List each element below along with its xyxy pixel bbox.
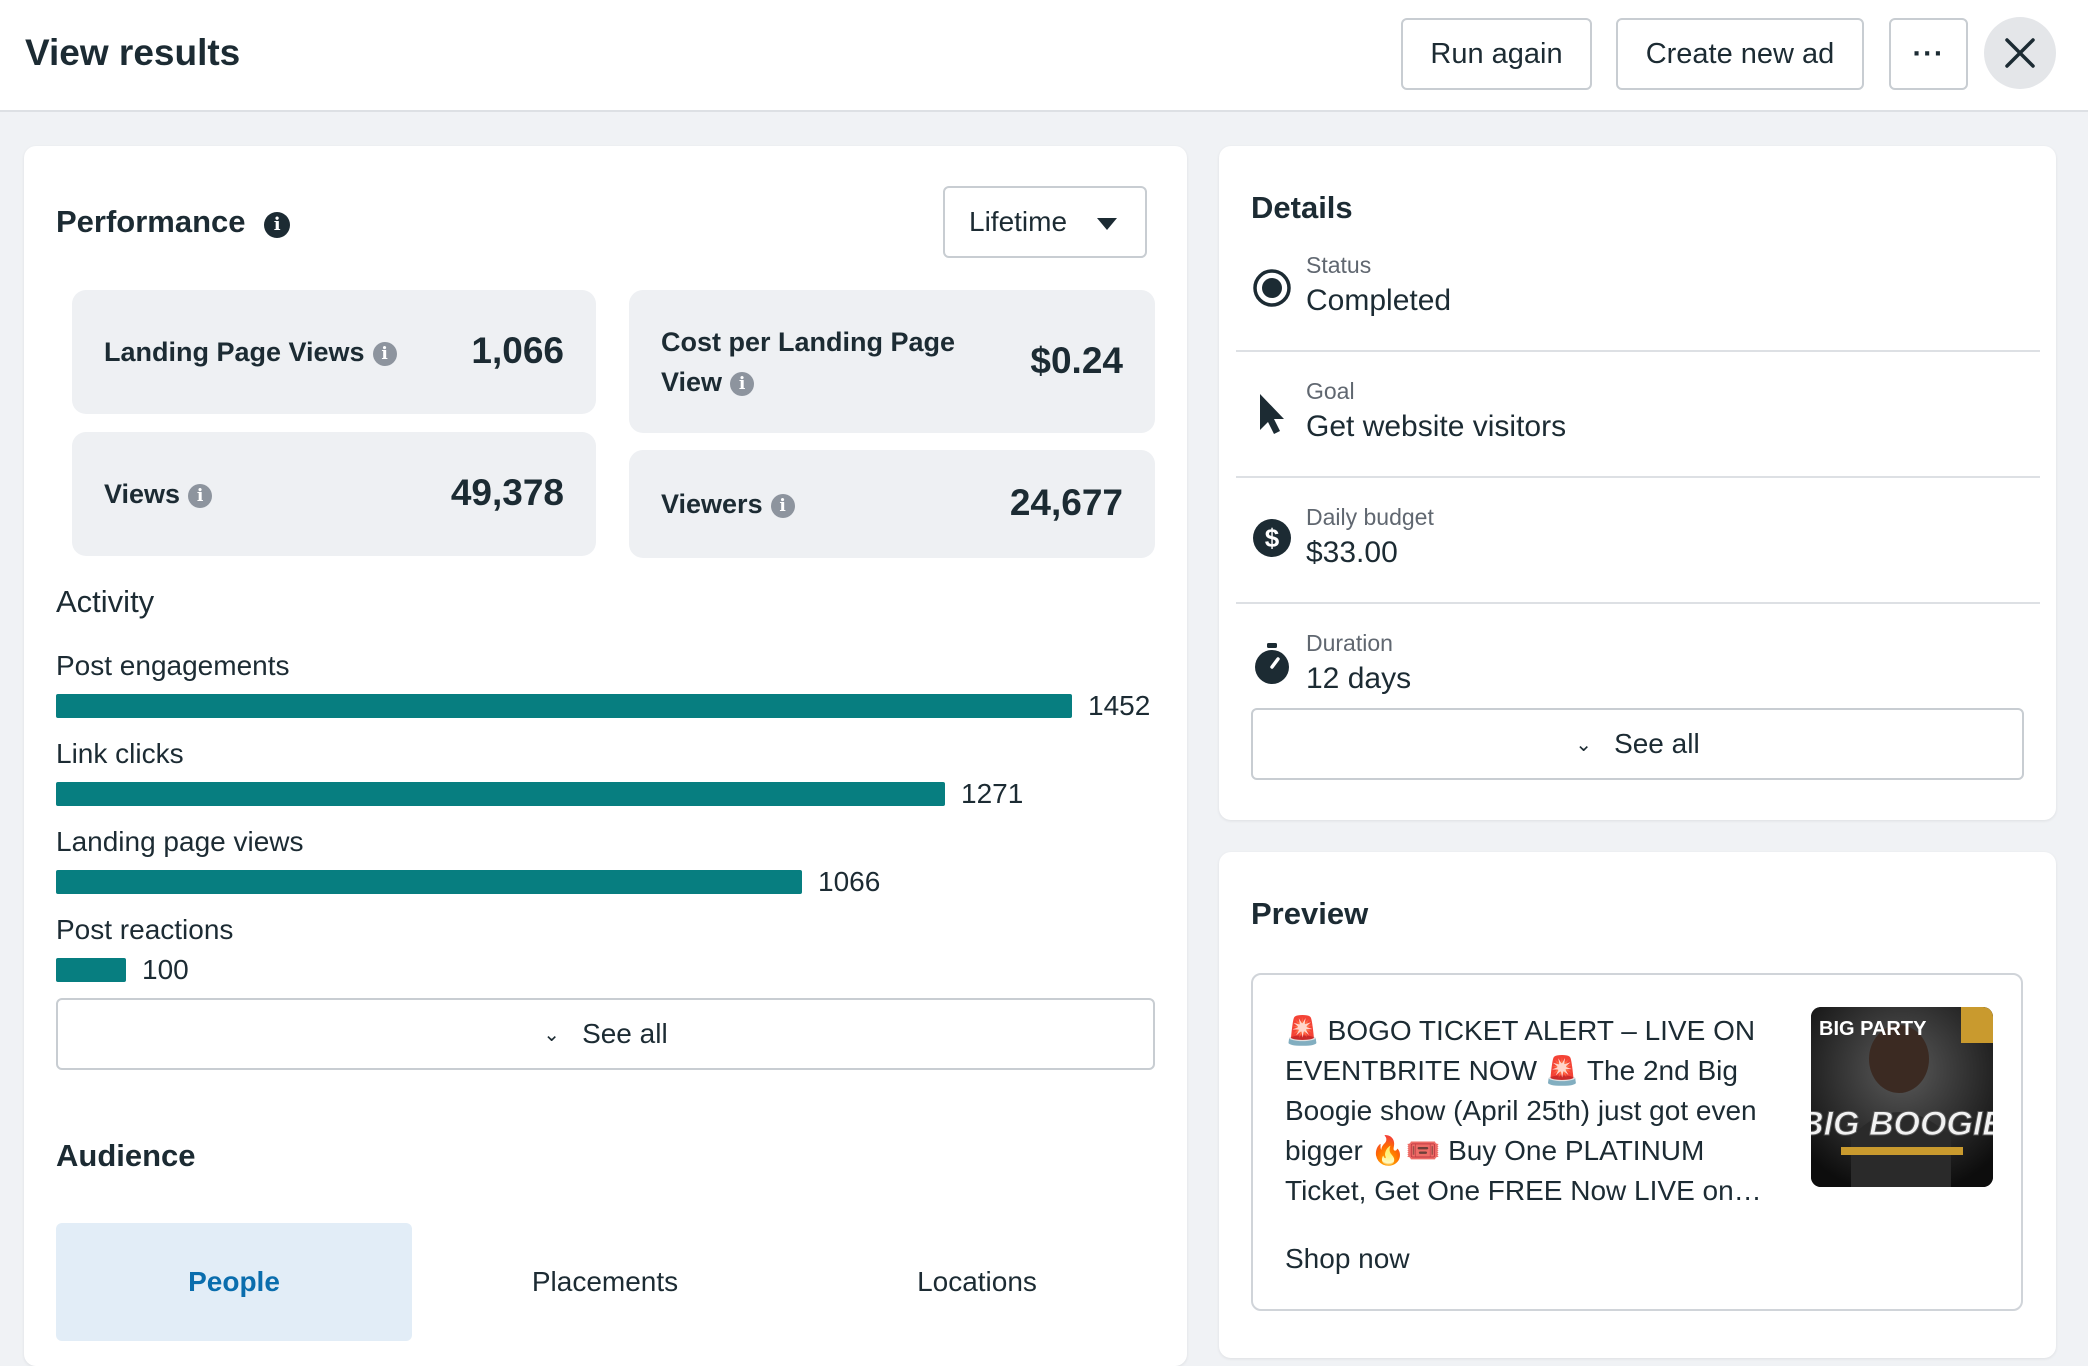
detail-goal: Goal Get website visitors [1236, 372, 2040, 476]
detail-daily-budget: $ Daily budget $33.00 [1236, 498, 2040, 602]
activity-bar [56, 958, 126, 982]
info-icon[interactable]: i [730, 371, 755, 396]
activity-bar [56, 870, 802, 894]
activity-label: Post engagements [56, 650, 290, 681]
top-bar: View results Run again Create new ad ··· [0, 0, 2088, 112]
details-card [1219, 146, 2056, 820]
shop-now-cta[interactable]: Shop now [1285, 1243, 1410, 1274]
metric-value: 49,378 [450, 472, 564, 513]
activity-title: Activity [56, 584, 155, 619]
create-new-ad-button[interactable]: Create new ad [1616, 18, 1864, 90]
close-icon [2005, 38, 2035, 68]
preview-title: Preview [1251, 896, 1369, 931]
activity-label: Landing page views [56, 826, 304, 857]
run-again-button[interactable]: Run again [1401, 18, 1592, 90]
metric-landing-page-views: Landing Page Views i 1,066 [72, 290, 596, 414]
caret-down-icon [1097, 218, 1117, 230]
detail-duration: Duration 12 days [1236, 624, 2040, 714]
divider [1236, 476, 2040, 478]
close-button[interactable] [1984, 17, 2056, 89]
activity-value: 1452 [1088, 690, 1151, 721]
metric-value: 24,677 [1009, 482, 1123, 523]
activity-bar [56, 782, 945, 806]
tab-locations[interactable]: Locations [917, 1266, 1037, 1297]
chevron-down-icon: ⌄ [543, 1023, 561, 1046]
activity-value: 1271 [961, 778, 1024, 809]
audience-title: Audience [56, 1138, 196, 1173]
info-icon[interactable]: i [264, 212, 291, 238]
ad-primary-text: 🚨 BOGO TICKET ALERT – LIVE ON EVENTBRITE… [1285, 1015, 1762, 1206]
metric-value: 1,066 [471, 330, 564, 371]
details-title: Details [1251, 190, 1353, 225]
detail-status: Status Completed [1236, 246, 2040, 350]
activity-label: Post reactions [56, 914, 234, 945]
activity-see-all-button[interactable]: ⌄ See all [56, 998, 1155, 1070]
more-icon: ··· [1912, 37, 1945, 70]
ad-image-text-top: BIG PARTY [1819, 1018, 1927, 1040]
performance-title: Performance i [56, 204, 291, 240]
divider [1236, 350, 2040, 352]
page-title: View results [25, 32, 241, 73]
dollar-icon: $ [1253, 519, 1291, 557]
ad-preview[interactable]: 🚨 BOGO TICKET ALERT – LIVE ON EVENTBRITE… [1251, 973, 2023, 1311]
activity-bar [56, 694, 1072, 718]
activity-label: Link clicks [56, 738, 184, 769]
metric-views: Views i 49,378 [72, 432, 596, 556]
info-icon[interactable]: i [188, 483, 213, 508]
chevron-down-icon: ⌄ [1575, 733, 1593, 756]
tab-placements[interactable]: Placements [531, 1266, 679, 1297]
stopwatch-icon [1255, 643, 1289, 684]
metric-value: $0.24 [1030, 340, 1123, 381]
tab-people[interactable]: People [56, 1223, 412, 1341]
ad-thumbnail: BIG PARTY BIG BOOGIE [1811, 1007, 1993, 1187]
activity-value: 1066 [818, 866, 881, 897]
metric-cost-per-landing-page-view: Cost per Landing Page View i $0.24 [629, 290, 1155, 433]
ad-image: BIG PARTY BIG BOOGIE [1811, 1007, 1993, 1187]
metric-viewers: Viewers i 24,677 [629, 450, 1155, 558]
cursor-icon [1260, 394, 1284, 434]
more-options-button[interactable]: ··· [1889, 18, 1968, 90]
details-see-all-button[interactable]: ⌄ See all [1251, 708, 2024, 780]
ad-image-text-main: BIG BOOGIE [1811, 1105, 1993, 1143]
info-icon[interactable]: i [770, 493, 795, 518]
divider [1236, 602, 2040, 604]
info-icon[interactable]: i [372, 341, 397, 366]
date-range-select[interactable]: Lifetime [943, 186, 1147, 258]
svg-text:$: $ [1265, 523, 1280, 553]
radio-icon [1253, 269, 1291, 307]
activity-value: 100 [142, 954, 189, 985]
